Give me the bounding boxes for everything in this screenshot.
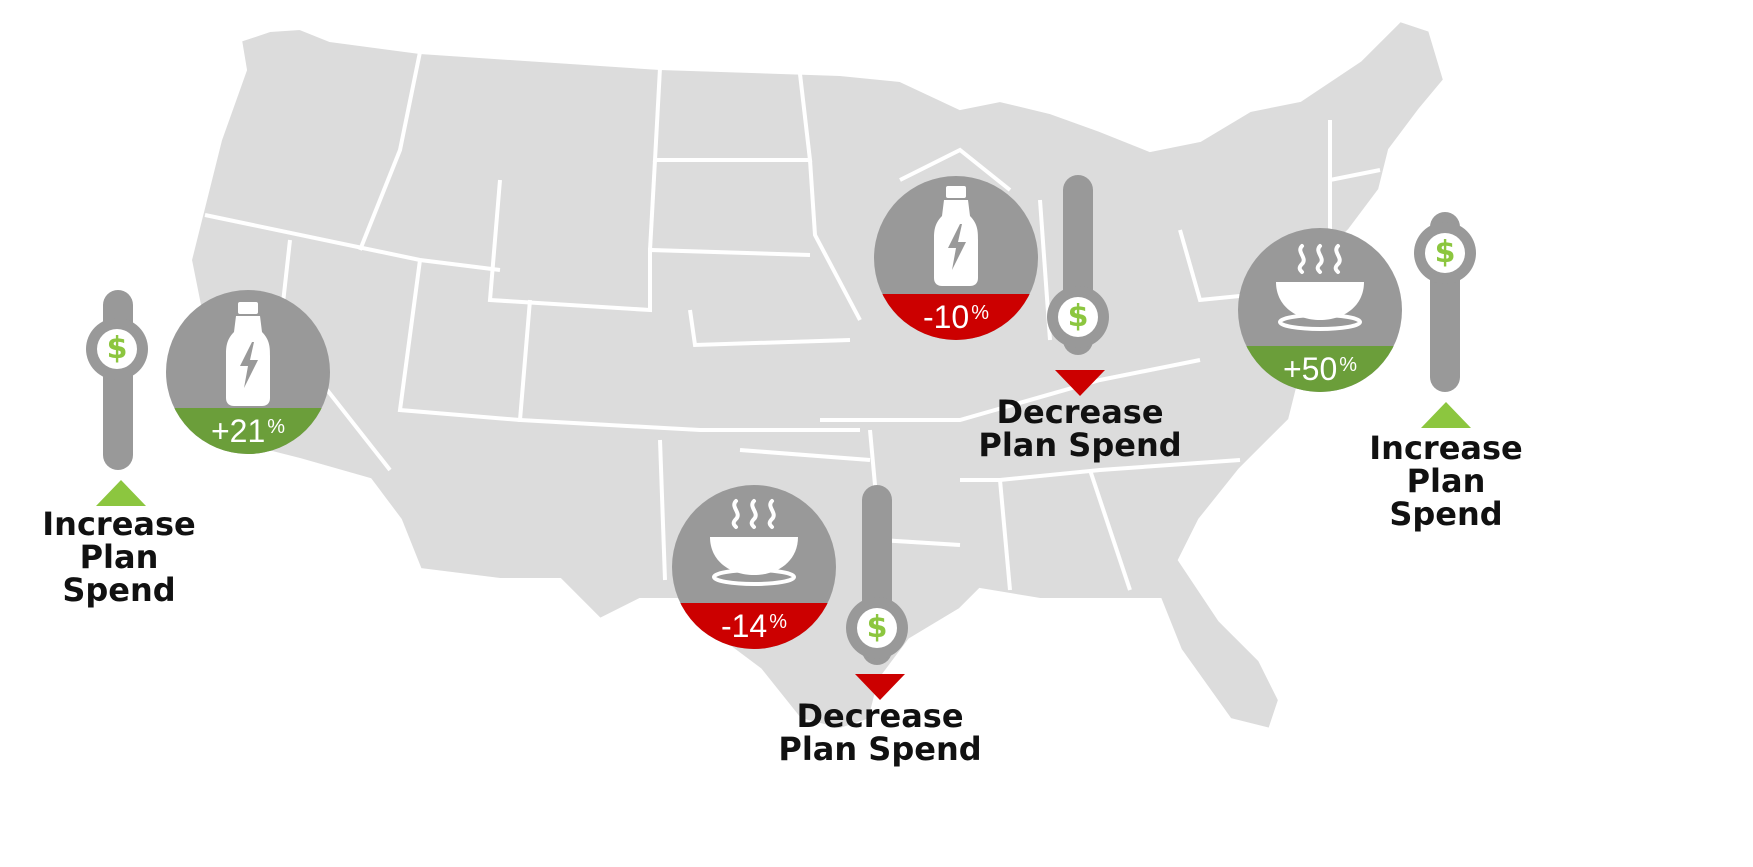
dollar-icon: $: [857, 608, 897, 648]
change-value: +21: [210, 412, 266, 449]
energy-drink-bottle-icon: [934, 186, 978, 286]
slider-knob[interactable]: $: [86, 318, 148, 380]
west-caption: Increase Plan Spend: [30, 508, 208, 607]
east-product-badge: +50%: [1238, 228, 1402, 392]
slider-knob[interactable]: $: [846, 597, 908, 659]
caption-line: Plan: [1406, 462, 1486, 500]
change-value: -14: [720, 607, 768, 644]
caption-line: Plan: [79, 538, 159, 576]
caption-line: Plan Spend: [778, 730, 982, 768]
change-band: -14%: [672, 603, 836, 649]
change-band: +50%: [1238, 346, 1402, 392]
dollar-icon: $: [1425, 233, 1465, 273]
change-unit: %: [267, 415, 286, 438]
caption-line: Decrease: [996, 393, 1164, 431]
east-caption: Increase Plan Spend: [1356, 432, 1536, 531]
change-band: +21%: [166, 408, 330, 454]
caption-line: Plan Spend: [978, 426, 1182, 464]
caption-line: Decrease: [796, 697, 964, 735]
slider-knob[interactable]: $: [1047, 286, 1109, 348]
slider-knob[interactable]: $: [1414, 222, 1476, 284]
dollar-icon: $: [97, 329, 137, 369]
south-caption: Decrease Plan Spend: [770, 700, 990, 766]
change-value: +50: [1282, 350, 1338, 387]
change-value: -10: [922, 298, 970, 335]
south-product-badge: -14%: [672, 485, 836, 649]
soup-bowl-icon: [710, 499, 798, 586]
energy-drink-bottle-icon: [226, 302, 270, 406]
soup-bowl-icon: [1276, 244, 1364, 331]
midwest-caption: Decrease Plan Spend: [970, 396, 1190, 462]
state-borders: [204, 51, 1381, 591]
change-unit: %: [971, 301, 990, 324]
decrease-arrow-icon: [1055, 370, 1105, 396]
change-unit: %: [769, 610, 788, 633]
caption-line: Spend: [62, 571, 176, 609]
decrease-arrow-icon: [855, 674, 905, 700]
change-band: -10%: [874, 294, 1038, 340]
increase-arrow-icon: [1421, 402, 1471, 428]
caption-line: Increase: [1369, 429, 1523, 467]
caption-line: Spend: [1389, 495, 1503, 533]
midwest-product-badge: -10%: [874, 176, 1038, 340]
dollar-icon: $: [1058, 297, 1098, 337]
increase-arrow-icon: [96, 480, 146, 506]
change-unit: %: [1339, 353, 1358, 376]
west-product-badge: +21%: [166, 290, 330, 454]
caption-line: Increase: [42, 505, 196, 543]
us-map-land: [187, 17, 1448, 733]
slider-track[interactable]: [103, 290, 133, 470]
